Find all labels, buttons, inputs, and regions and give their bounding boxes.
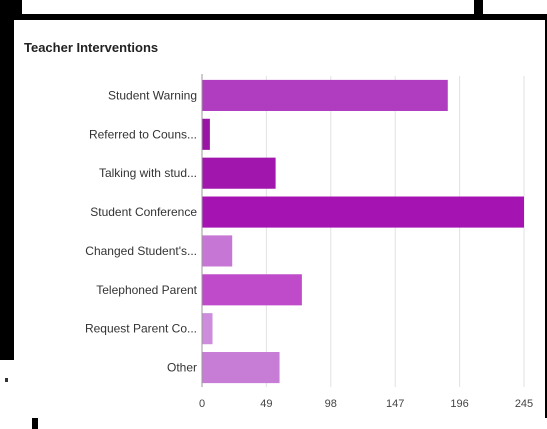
x-tick-label: 147 xyxy=(386,398,404,410)
x-tick-label: 98 xyxy=(325,398,337,410)
x-tick-label: 0 xyxy=(199,398,205,410)
bottom-frame-notch xyxy=(32,418,38,429)
bar xyxy=(202,79,448,111)
x-tick-label: 49 xyxy=(260,398,272,410)
category-label: Talking with stud... xyxy=(99,166,197,180)
bar xyxy=(202,235,233,267)
category-label: Request Parent Co... xyxy=(85,322,197,336)
x-tick-label: 245 xyxy=(515,398,533,410)
bar xyxy=(202,313,213,345)
bottom-frame-right xyxy=(38,418,547,429)
top-frame-right xyxy=(483,0,547,14)
category-label: Student Conference xyxy=(90,205,197,219)
bar xyxy=(202,196,524,228)
category-label: Changed Student's... xyxy=(85,244,197,258)
bottom-frame-left xyxy=(0,418,32,429)
bar xyxy=(202,118,210,150)
top-frame-left xyxy=(22,0,474,14)
chart-title: Teacher Interventions xyxy=(24,40,159,55)
category-label: Student Warning xyxy=(108,88,197,102)
bar xyxy=(202,157,276,189)
category-label: Telephoned Parent xyxy=(96,283,197,297)
category-label: Other xyxy=(167,361,197,375)
bar xyxy=(202,352,280,384)
left-edge-dot xyxy=(5,378,8,382)
x-tick-label: 196 xyxy=(450,398,468,410)
category-label: Referred to Couns... xyxy=(89,127,197,141)
bar xyxy=(202,274,302,306)
left-edge-panel xyxy=(0,360,14,429)
